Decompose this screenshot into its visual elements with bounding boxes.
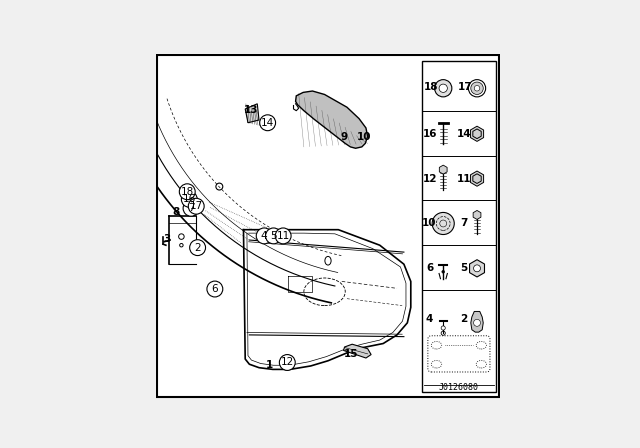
Text: 12: 12 [281,358,294,367]
Text: 6: 6 [426,263,434,273]
Text: 1: 1 [266,360,273,370]
Circle shape [432,212,454,234]
Polygon shape [470,171,484,186]
Text: 13: 13 [244,105,259,115]
Circle shape [179,184,195,200]
Ellipse shape [431,361,442,368]
Circle shape [435,80,452,97]
Circle shape [474,265,481,272]
Text: 4: 4 [261,231,268,241]
Ellipse shape [476,341,486,349]
Bar [422,60,496,392]
Text: 17: 17 [458,82,472,91]
Circle shape [181,191,197,207]
Text: J0126080: J0126080 [439,383,479,392]
Text: 14: 14 [456,129,471,139]
Polygon shape [470,126,484,142]
Circle shape [207,281,223,297]
Circle shape [471,82,483,95]
Circle shape [442,271,445,273]
Polygon shape [470,260,484,277]
Text: 6: 6 [212,284,218,294]
Circle shape [256,228,272,244]
Text: 9: 9 [341,132,348,142]
Text: 5: 5 [460,263,468,273]
Text: 18: 18 [180,187,194,197]
Text: 10: 10 [422,219,436,228]
Text: 7: 7 [188,203,195,213]
Circle shape [260,115,276,131]
Text: 7: 7 [460,219,468,228]
Polygon shape [296,91,367,148]
Circle shape [441,326,445,330]
FancyBboxPatch shape [428,336,490,372]
Text: 16: 16 [423,129,437,139]
Text: 10: 10 [357,132,371,142]
Circle shape [189,240,205,255]
Text: 2: 2 [460,314,468,324]
Text: 4: 4 [426,314,433,324]
Polygon shape [439,165,447,174]
Circle shape [468,80,486,97]
Ellipse shape [476,361,486,368]
Polygon shape [245,104,259,123]
Text: 5: 5 [270,231,277,241]
Circle shape [275,228,291,244]
Circle shape [439,84,447,92]
Text: 18: 18 [424,82,438,91]
Text: 17: 17 [189,201,203,211]
Text: 14: 14 [261,118,275,128]
Ellipse shape [431,341,442,349]
Circle shape [474,319,481,326]
Text: 11: 11 [276,231,290,241]
Polygon shape [344,344,371,358]
Polygon shape [471,311,483,332]
Circle shape [474,86,480,91]
Text: 2: 2 [195,243,201,253]
Polygon shape [473,211,481,220]
Circle shape [280,354,295,370]
Circle shape [188,198,204,214]
Text: 11: 11 [457,174,471,184]
Text: 3: 3 [163,234,170,244]
Text: 8: 8 [172,207,179,217]
Text: 12: 12 [423,174,437,184]
Text: 15: 15 [344,349,358,359]
Text: 16: 16 [182,194,196,204]
Circle shape [183,200,199,216]
Circle shape [266,228,282,244]
